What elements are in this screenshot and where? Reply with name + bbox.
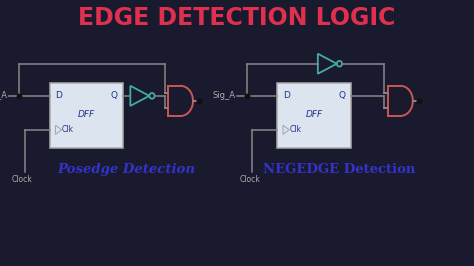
Bar — [50, 83, 123, 148]
Text: Q: Q — [110, 91, 118, 100]
Text: Posedge Detection: Posedge Detection — [57, 163, 195, 176]
Text: Clock: Clock — [239, 175, 260, 184]
Text: D: D — [283, 91, 290, 100]
Text: Sig_A: Sig_A — [0, 91, 7, 100]
Text: DFF: DFF — [305, 110, 323, 119]
Text: Q: Q — [338, 91, 345, 100]
Text: D: D — [55, 91, 63, 100]
Text: DFF: DFF — [78, 110, 95, 119]
Text: Clock: Clock — [12, 175, 33, 184]
Text: NEGEDGE Detection: NEGEDGE Detection — [263, 163, 415, 176]
Text: EDGE DETECTION LOGIC: EDGE DETECTION LOGIC — [78, 6, 396, 30]
Bar — [277, 83, 351, 148]
Text: Clk: Clk — [290, 125, 301, 134]
Text: Clk: Clk — [62, 125, 74, 134]
Text: Sig_A: Sig_A — [212, 91, 236, 100]
